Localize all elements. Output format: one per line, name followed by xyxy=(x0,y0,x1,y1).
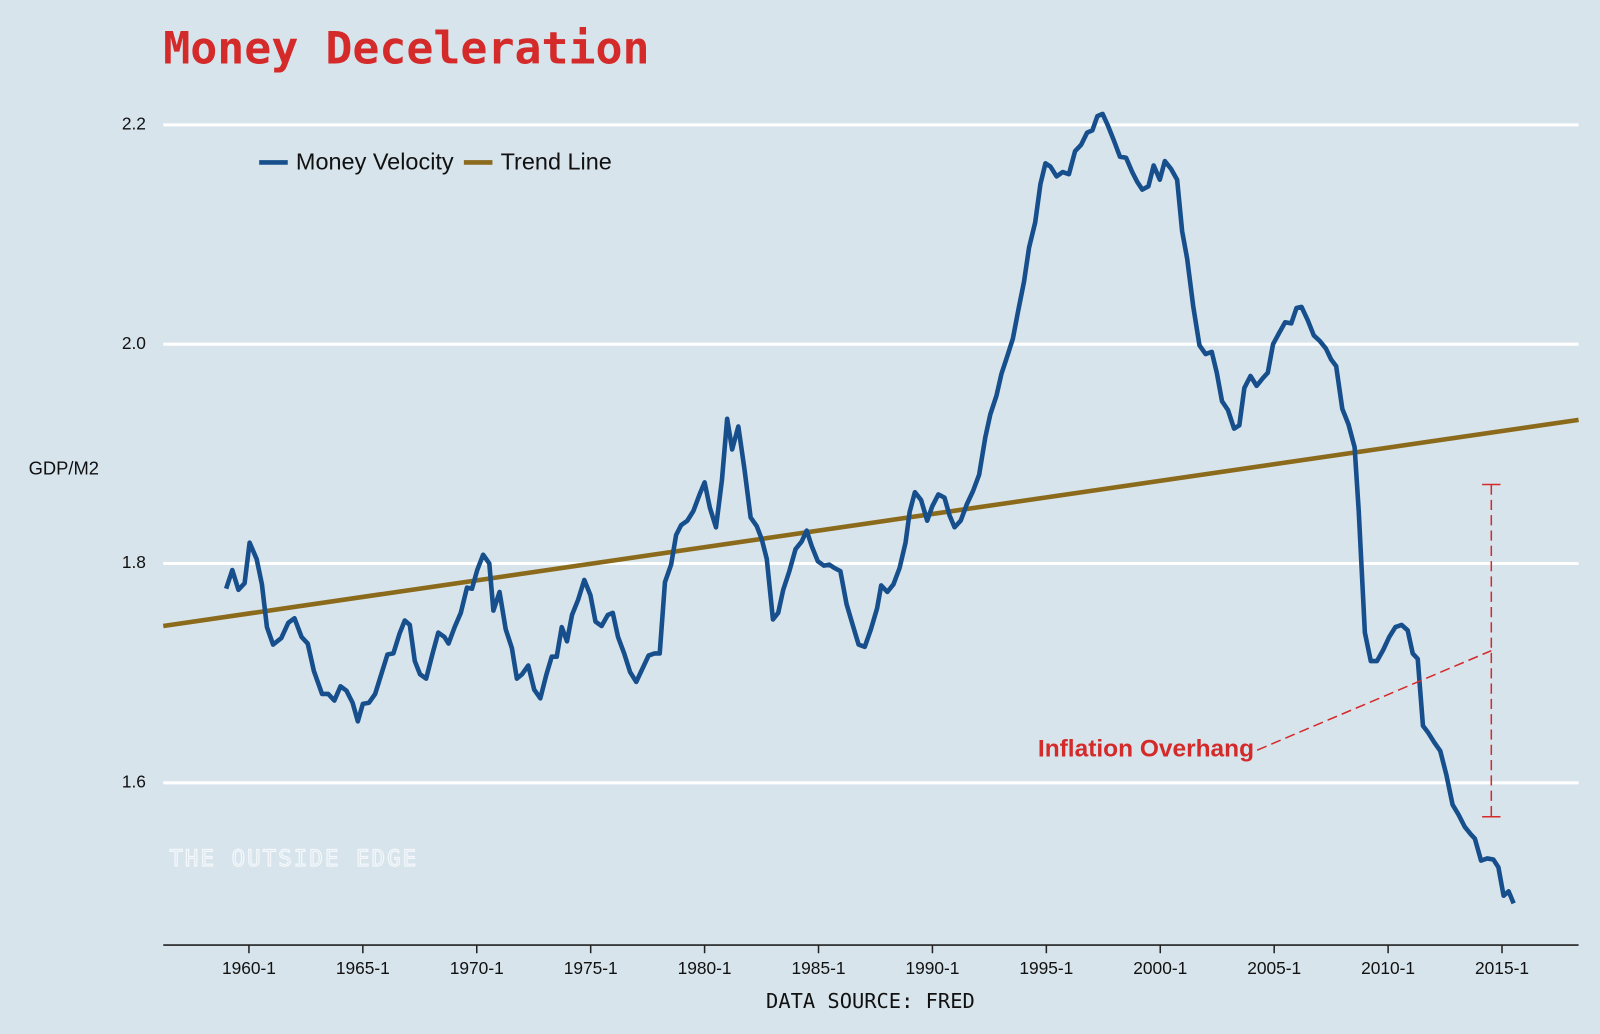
x-tick-label: 1970-1 xyxy=(450,958,504,978)
legend-label: Trend Line xyxy=(501,149,612,175)
x-tick-label: 2015-1 xyxy=(1475,958,1529,978)
y-axis-label: GDP/M2 xyxy=(29,457,99,478)
x-tick-label: 1965-1 xyxy=(336,958,390,978)
line-series xyxy=(223,111,1516,905)
annotation-label: Inflation Overhang xyxy=(1038,736,1254,763)
y-tick-label: 2.2 xyxy=(122,113,146,133)
x-tick-label: 1990-1 xyxy=(905,958,959,978)
y-tick-label: 1.6 xyxy=(122,771,146,791)
x-tick-label: 1995-1 xyxy=(1019,958,1073,978)
x-tick-label: 2010-1 xyxy=(1361,958,1415,978)
legend-label: Money Velocity xyxy=(296,149,454,175)
chart-title: Money Deceleration xyxy=(163,21,649,74)
x-tick-label: 2005-1 xyxy=(1247,958,1301,978)
x-tick-label: 1985-1 xyxy=(792,958,846,978)
x-axis-label: DATA SOURCE: FRED xyxy=(766,989,975,1013)
x-tick-label: 1975-1 xyxy=(564,958,618,978)
watermark: THE OUTSIDE EDGE xyxy=(169,846,418,872)
x-tick-label: 1960-1 xyxy=(222,958,276,978)
line-series xyxy=(162,417,1579,629)
x-tick-label: 2000-1 xyxy=(1133,958,1187,978)
y-tick-label: 2.0 xyxy=(122,333,146,353)
annotation-pointer xyxy=(1256,649,1492,751)
x-tick-label: 1980-1 xyxy=(678,958,732,978)
y-tick-label: 1.8 xyxy=(122,552,146,572)
